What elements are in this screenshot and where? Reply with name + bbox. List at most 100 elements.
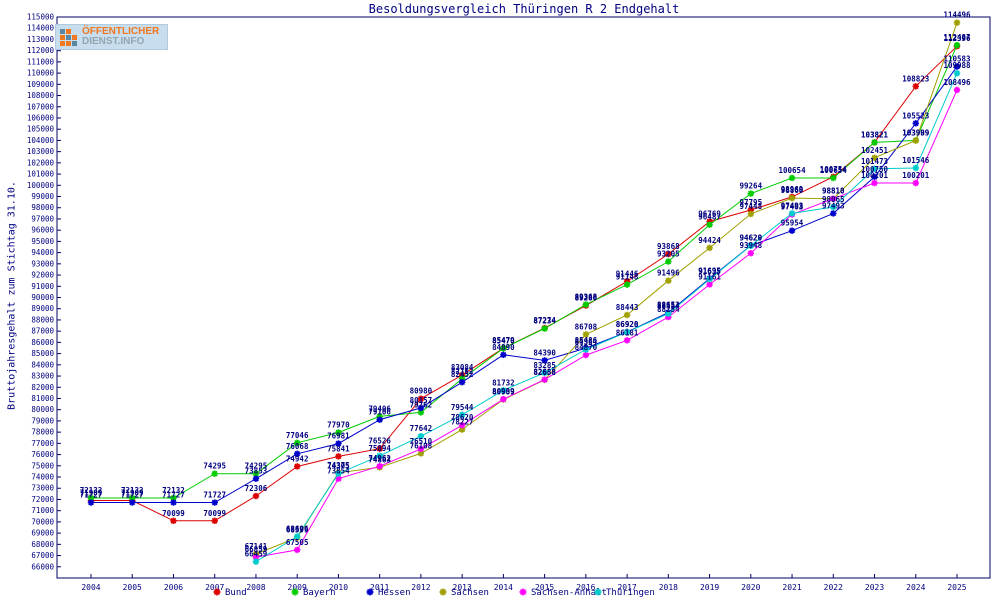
svg-text:84000: 84000 xyxy=(31,360,54,369)
svg-text:98810: 98810 xyxy=(822,187,845,196)
series-th-ringen xyxy=(252,70,961,565)
svg-text:79544: 79544 xyxy=(451,403,474,412)
svg-text:102000: 102000 xyxy=(27,158,55,167)
svg-text:78620: 78620 xyxy=(451,413,474,422)
svg-text:110583: 110583 xyxy=(943,55,971,64)
svg-text:74375: 74375 xyxy=(327,461,350,470)
svg-text:91496: 91496 xyxy=(657,269,680,278)
svg-text:94000: 94000 xyxy=(31,248,54,257)
svg-text:72132: 72132 xyxy=(121,486,144,495)
svg-text:2020: 2020 xyxy=(741,583,760,592)
svg-text:67141: 67141 xyxy=(245,542,268,551)
series-bund xyxy=(87,43,961,524)
svg-text:95000: 95000 xyxy=(31,237,54,246)
svg-text:2023: 2023 xyxy=(865,583,884,592)
svg-text:101000: 101000 xyxy=(27,170,55,179)
svg-text:93868: 93868 xyxy=(657,242,680,251)
svg-text:85486: 85486 xyxy=(575,336,598,345)
logo-line2: DIENST.INFO xyxy=(82,36,145,47)
series-bayern xyxy=(87,41,961,502)
svg-text:101473: 101473 xyxy=(861,157,889,166)
svg-text:Hessen: Hessen xyxy=(378,588,411,598)
svg-text:75841: 75841 xyxy=(327,444,350,453)
svg-text:109000: 109000 xyxy=(27,80,55,89)
svg-text:99000: 99000 xyxy=(31,192,54,201)
svg-text:108496: 108496 xyxy=(943,78,971,87)
series-sachsen xyxy=(252,19,961,558)
svg-text:74305: 74305 xyxy=(327,462,350,471)
svg-text:87274: 87274 xyxy=(533,316,556,325)
svg-text:2006: 2006 xyxy=(164,583,183,592)
site-logo[interactable]: ÖFFENTLICHER DIENST.INFO xyxy=(55,24,169,50)
svg-text:89368: 89368 xyxy=(575,293,598,302)
svg-text:2005: 2005 xyxy=(123,583,142,592)
svg-text:91635: 91635 xyxy=(698,267,721,276)
svg-text:68696: 68696 xyxy=(286,525,309,534)
svg-text:82688: 82688 xyxy=(533,368,556,377)
svg-text:97493: 97493 xyxy=(822,201,845,210)
svg-text:69000: 69000 xyxy=(31,529,54,538)
svg-text:Bayern: Bayern xyxy=(303,588,336,598)
svg-text:2015: 2015 xyxy=(535,583,554,592)
svg-text:100000: 100000 xyxy=(27,181,55,190)
svg-text:73853: 73853 xyxy=(245,467,268,476)
svg-text:98969: 98969 xyxy=(781,185,804,194)
svg-text:91000: 91000 xyxy=(31,282,54,291)
svg-text:79000: 79000 xyxy=(31,416,54,425)
series-group xyxy=(87,19,961,565)
svg-text:2016: 2016 xyxy=(576,583,595,592)
svg-text:89280: 89280 xyxy=(575,294,598,303)
legend-item-th-ringen: Thüringen xyxy=(594,588,655,598)
data-labels: 71909 71909 70099 70099 72306 74942 75841 76526… xyxy=(80,11,971,559)
svg-text:106000: 106000 xyxy=(27,113,55,122)
svg-text:88554: 88554 xyxy=(657,302,680,311)
svg-text:70000: 70000 xyxy=(31,517,54,526)
svg-text:72132: 72132 xyxy=(80,486,103,495)
svg-text:83000: 83000 xyxy=(31,372,54,381)
svg-text:88000: 88000 xyxy=(31,315,54,324)
svg-text:112487: 112487 xyxy=(943,33,970,42)
svg-text:110000: 110000 xyxy=(27,69,55,78)
svg-text:108000: 108000 xyxy=(27,91,55,100)
svg-text:100201: 100201 xyxy=(861,171,889,180)
svg-text:66000: 66000 xyxy=(31,562,54,571)
svg-text:100201: 100201 xyxy=(902,171,930,180)
svg-text:114496: 114496 xyxy=(943,11,971,20)
svg-text:86920: 86920 xyxy=(616,320,639,329)
svg-text:77000: 77000 xyxy=(31,439,54,448)
svg-text:91695: 91695 xyxy=(698,266,721,275)
svg-text:107000: 107000 xyxy=(27,102,55,111)
svg-text:67505: 67505 xyxy=(286,538,309,547)
svg-text:103821: 103821 xyxy=(861,130,889,139)
svg-text:87000: 87000 xyxy=(31,327,54,336)
svg-text:79406: 79406 xyxy=(368,404,391,413)
svg-text:67000: 67000 xyxy=(31,551,54,560)
svg-text:94620: 94620 xyxy=(740,234,763,243)
svg-text:105000: 105000 xyxy=(27,125,55,134)
svg-text:74942: 74942 xyxy=(286,454,309,463)
svg-text:88653: 88653 xyxy=(657,301,680,310)
svg-text:98810: 98810 xyxy=(822,187,845,196)
logo-pixel-icon xyxy=(60,28,77,46)
svg-text:103821: 103821 xyxy=(861,130,889,139)
svg-text:2009: 2009 xyxy=(288,583,307,592)
svg-text:84870: 84870 xyxy=(575,343,598,352)
svg-text:103999: 103999 xyxy=(902,128,930,137)
svg-text:66459: 66459 xyxy=(245,550,268,559)
svg-text:102451: 102451 xyxy=(861,146,889,155)
svg-text:93205: 93205 xyxy=(657,250,680,259)
svg-text:74000: 74000 xyxy=(31,473,54,482)
svg-text:75000: 75000 xyxy=(31,461,54,470)
svg-text:88254: 88254 xyxy=(657,305,680,314)
svg-text:77642: 77642 xyxy=(410,424,433,433)
svg-text:97795: 97795 xyxy=(740,198,763,207)
svg-text:91148: 91148 xyxy=(616,273,639,282)
svg-text:Thüringen: Thüringen xyxy=(606,588,655,598)
svg-text:71727: 71727 xyxy=(121,491,144,500)
svg-text:85470: 85470 xyxy=(492,336,515,345)
svg-text:100654: 100654 xyxy=(820,166,848,175)
svg-text:78000: 78000 xyxy=(31,428,54,437)
legend: Bund Bayern Hessen Sachsen Sachsen-Anhalt Thü… xyxy=(213,588,655,598)
svg-text:76000: 76000 xyxy=(31,450,54,459)
